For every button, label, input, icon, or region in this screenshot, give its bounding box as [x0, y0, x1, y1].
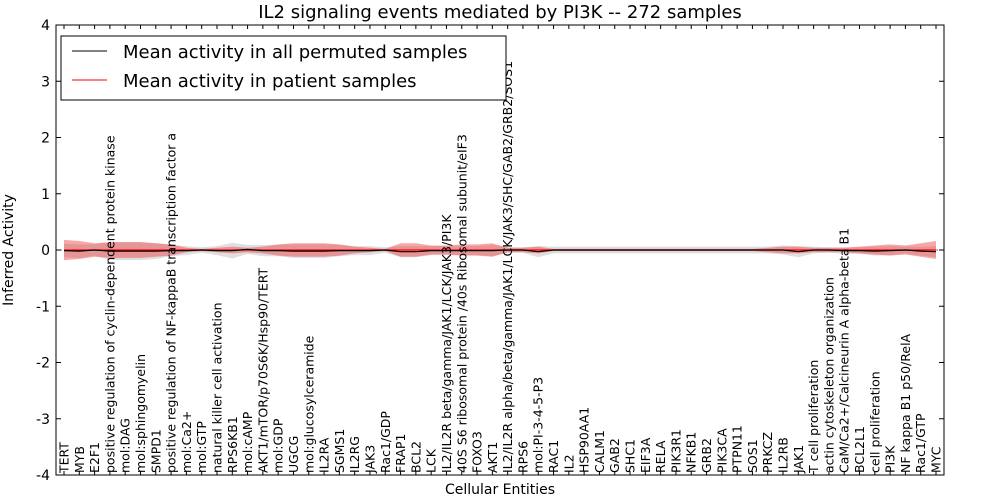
x-tick-label: SOS1 [745, 439, 760, 473]
x-tick-label: SHC1 [623, 439, 638, 473]
x-tick-label: PIK3CA [714, 428, 729, 473]
series-lines [63, 248, 937, 253]
x-tick-label: T cell proliferation [806, 360, 821, 474]
legend-label-patient: Mean activity in patient samples [123, 71, 417, 92]
x-tick-label: EIF3A [638, 437, 653, 473]
y-tick-label: -4 [36, 468, 50, 484]
x-tick-label: mol:GDP [271, 418, 286, 473]
x-tick-label: RPS6 [515, 441, 530, 473]
x-tick-label: MYB [72, 446, 87, 473]
band-series-0 [64, 242, 936, 261]
y-tick-label: -2 [36, 356, 50, 372]
x-tick-label: cell proliferation [867, 371, 882, 473]
x-tick-label: UGCG [286, 436, 301, 473]
x-tick-label: actin cytoskeleton organization [821, 277, 836, 473]
x-tick-label: positive regulation of cyclin-dependent … [102, 135, 117, 473]
x-tick-label: PRKCZ [760, 432, 775, 473]
x-tick-label: Rac1/GTP [913, 413, 928, 473]
x-tick-label: JAK1 [791, 445, 806, 474]
x-tick-label: mol:PI-3-4-5-P3 [531, 377, 546, 473]
x-tick-label: HSP90AA1 [577, 407, 592, 473]
y-tick-label: 4 [41, 18, 50, 34]
x-tick-label: natural killer cell activation [210, 302, 225, 473]
x-tick-label: IL2/IL2R alpha/beta/gamma/JAK1/LCK/JAK3/… [500, 61, 515, 473]
x-tick-label: PI3K [883, 445, 898, 473]
y-tick-label: 0 [41, 243, 50, 259]
y-tick-label: 3 [41, 74, 50, 90]
y-axis-ticks: -4 -3 -2 -1 0 1 2 3 4 [36, 18, 944, 484]
x-tick-label: AKT1/mTOR/p70S6K/Hsp90/TERT [255, 267, 270, 473]
y-tick-label: -1 [36, 299, 50, 315]
x-axis-label: Cellular Entities [445, 482, 555, 498]
y-tick-label: 2 [41, 131, 50, 147]
x-tick-label: GAB2 [607, 438, 622, 473]
x-tick-label: BCL2 [408, 441, 423, 473]
x-tick-label: IL2/IL2R beta/gamma/JAK1/LCK/JAK3/PI3K [439, 214, 454, 473]
x-tick-label: PIK3R1 [668, 429, 683, 473]
legend: Mean activity in all permuted samples Me… [60, 35, 507, 101]
x-tick-label: IL2RA [317, 437, 332, 473]
x-tick-label: mol:GTP [194, 421, 209, 473]
x-tick-label: CALM1 [592, 430, 607, 473]
x-tick-label: Rac1/GDP [378, 411, 393, 473]
x-tick-label: E2F1 [87, 442, 102, 473]
x-tick-label: SGMS1 [332, 429, 347, 473]
x-tick-label: TERT [57, 442, 72, 474]
y-axis-label: Inferred Activity [1, 194, 17, 306]
x-tick-label: positive regulation of NF-kappaB transcr… [164, 133, 179, 473]
x-tick-label: mol:DAG [118, 418, 133, 473]
x-tick-label: mol:glucosylceramide [301, 335, 316, 473]
x-tick-label: GRB2 [699, 438, 714, 473]
x-tick-label: FOXO3 [470, 431, 485, 473]
chart-title: IL2 signaling events mediated by PI3K --… [258, 2, 742, 23]
x-tick-label: 40S S6 ribosomal protein /40s Ribosomal … [454, 134, 469, 473]
x-tick-label: RAC1 [546, 440, 561, 473]
x-tick-label: SMPD1 [148, 429, 163, 473]
x-axis-tick-labels: TERT MYB E2F1 positive regulation of cyclin… [57, 61, 944, 474]
x-tick-label: NF kappa B1 p50/RelA [898, 333, 913, 473]
y-tick-label: 1 [41, 187, 50, 203]
legend-box [60, 35, 507, 101]
x-tick-label: mol:Ca2+ [179, 411, 194, 473]
x-tick-label: BCL2L1 [852, 426, 867, 473]
x-tick-label: NFKB1 [684, 432, 699, 473]
x-tick-label: CaM/Ca2+/Calcineurin A alpha-beta B1 [837, 228, 852, 473]
line-series-0 [63, 248, 937, 253]
x-tick-label: MYC [929, 446, 944, 473]
y-tick-label: -3 [36, 412, 50, 428]
x-tick-label: LCK [424, 448, 439, 473]
x-tick-label: FRAP1 [393, 434, 408, 473]
x-tick-label: IL2RG [347, 436, 362, 473]
x-tick-label: RPS6KB1 [225, 416, 240, 473]
x-tick-label: RELA [653, 440, 668, 473]
x-tick-label: JAK3 [363, 445, 378, 474]
x-tick-label: mol:sphingomyelin [133, 354, 148, 473]
x-tick-label: IL2 [561, 454, 576, 473]
x-tick-label: mol:cAMP [240, 411, 255, 473]
legend-label-permuted: Mean activity in all permuted samples [123, 42, 467, 63]
x-tick-label: IL2RB [776, 437, 791, 473]
x-axis-ticks [63, 25, 937, 475]
x-tick-label: PTPN11 [730, 425, 745, 473]
x-tick-label: AKT1 [485, 442, 500, 473]
